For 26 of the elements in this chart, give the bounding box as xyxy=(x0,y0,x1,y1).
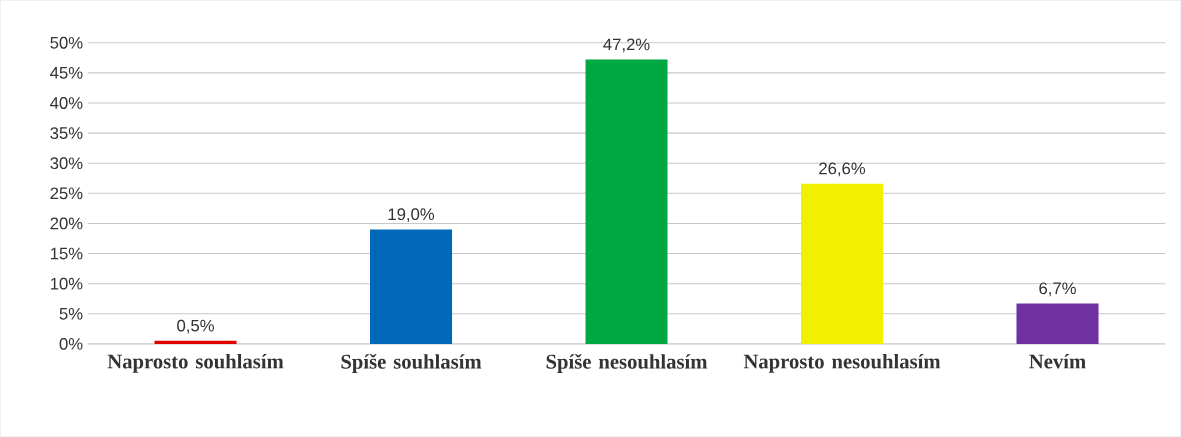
x-tick-label: Spíše nesouhlasím xyxy=(546,354,708,374)
data-label: 19,0% xyxy=(388,208,435,223)
y-tick-label: 25% xyxy=(50,187,83,200)
bar xyxy=(1016,303,1099,345)
bar xyxy=(370,229,453,345)
y-tick-label: 5% xyxy=(59,308,83,320)
data-label: 0,5% xyxy=(177,319,214,334)
x-tick-label: Naprosto nesouhlasím xyxy=(743,354,941,373)
bar xyxy=(585,59,668,345)
y-tick-label: 35% xyxy=(50,127,83,140)
x-tick-label: Nevím xyxy=(1029,354,1086,369)
y-tick-label: 20% xyxy=(50,217,83,230)
data-label: 26,6% xyxy=(819,162,866,177)
y-tick-label: 10% xyxy=(50,277,83,290)
y-tick-label: 40% xyxy=(50,97,83,110)
bar xyxy=(154,341,237,345)
y-tick-label: 30% xyxy=(50,157,83,170)
y-tick-label: 0% xyxy=(59,338,83,350)
x-tick-label: Spíše souhlasím xyxy=(341,354,482,374)
y-tick-label: 50% xyxy=(50,37,83,49)
data-label: 6,7% xyxy=(1039,282,1076,297)
y-tick-label: 15% xyxy=(50,247,83,260)
y-tick-label: 45% xyxy=(50,67,83,79)
bar xyxy=(801,183,884,345)
data-label: 47,2% xyxy=(603,38,650,53)
x-tick-label: Naprosto souhlasím xyxy=(107,354,284,373)
